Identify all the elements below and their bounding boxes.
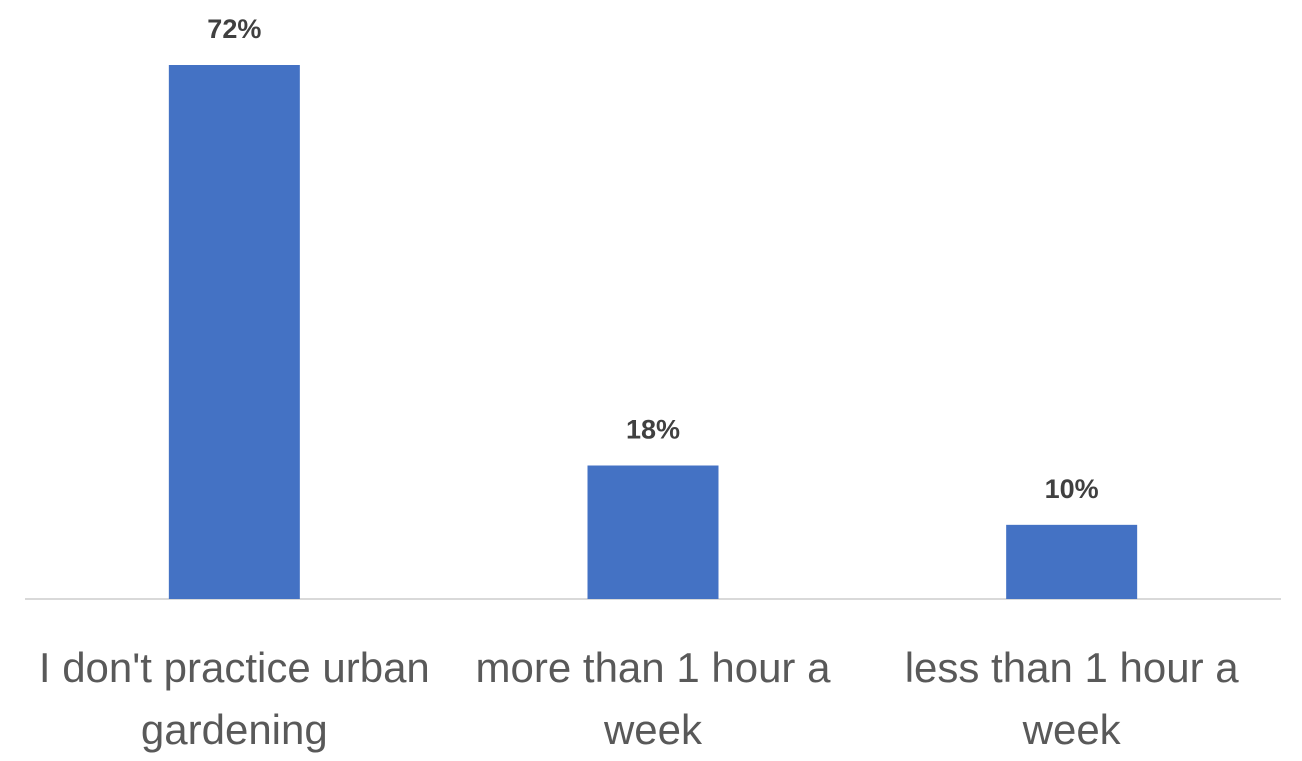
- x-tick-label: more than 1 hour a week: [475, 644, 831, 753]
- bar: [587, 465, 719, 599]
- value-label: 72%: [207, 14, 261, 44]
- x-tick-label: less than 1 hour a week: [904, 644, 1239, 753]
- x-tick-label: I don't practice urban gardening: [38, 644, 430, 753]
- bar: [168, 65, 300, 599]
- value-label: 10%: [1045, 474, 1099, 504]
- value-label: 18%: [626, 415, 680, 445]
- bar: [1006, 524, 1138, 599]
